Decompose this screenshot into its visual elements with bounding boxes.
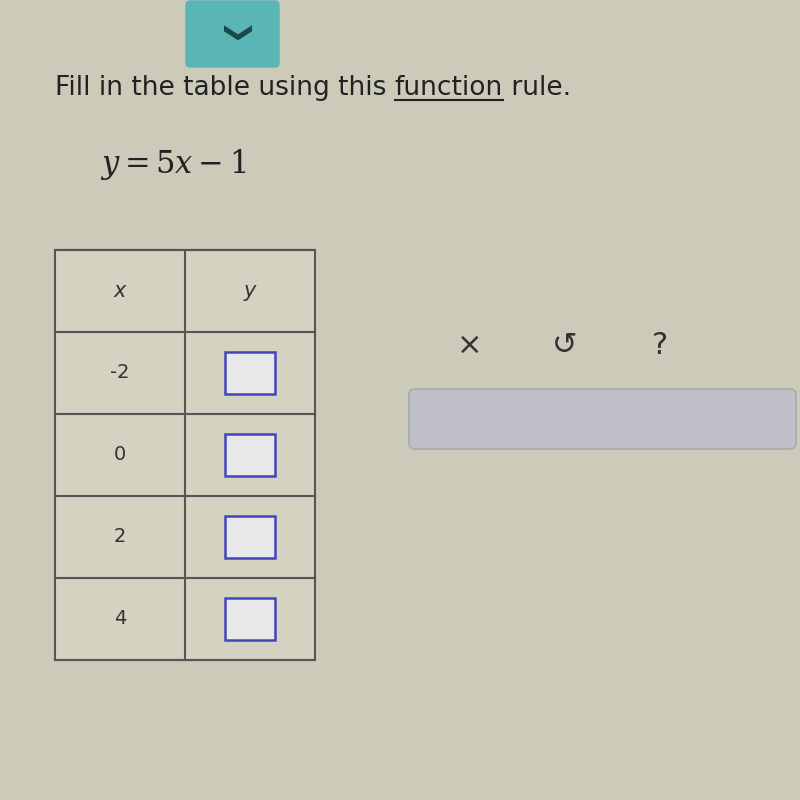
Text: ↺: ↺ <box>552 330 578 359</box>
Text: 4: 4 <box>114 610 126 629</box>
Text: ×: × <box>458 330 482 359</box>
Text: ?: ? <box>652 330 668 359</box>
Text: Fill in the table using this: Fill in the table using this <box>55 75 394 101</box>
Bar <box>226 434 274 476</box>
Text: $y = 5x-1$: $y = 5x-1$ <box>100 147 246 182</box>
FancyBboxPatch shape <box>409 389 796 449</box>
Text: 2: 2 <box>114 527 126 546</box>
Text: ❯: ❯ <box>218 24 246 48</box>
Bar <box>226 598 274 640</box>
Bar <box>226 352 274 394</box>
Text: x: x <box>114 281 126 301</box>
Bar <box>55 250 315 660</box>
Text: 0: 0 <box>114 446 126 465</box>
Text: -2: -2 <box>110 363 130 382</box>
Text: y: y <box>244 281 256 301</box>
Text: function: function <box>394 75 503 101</box>
Bar <box>226 516 274 558</box>
Text: rule.: rule. <box>503 75 571 101</box>
FancyBboxPatch shape <box>186 1 279 67</box>
